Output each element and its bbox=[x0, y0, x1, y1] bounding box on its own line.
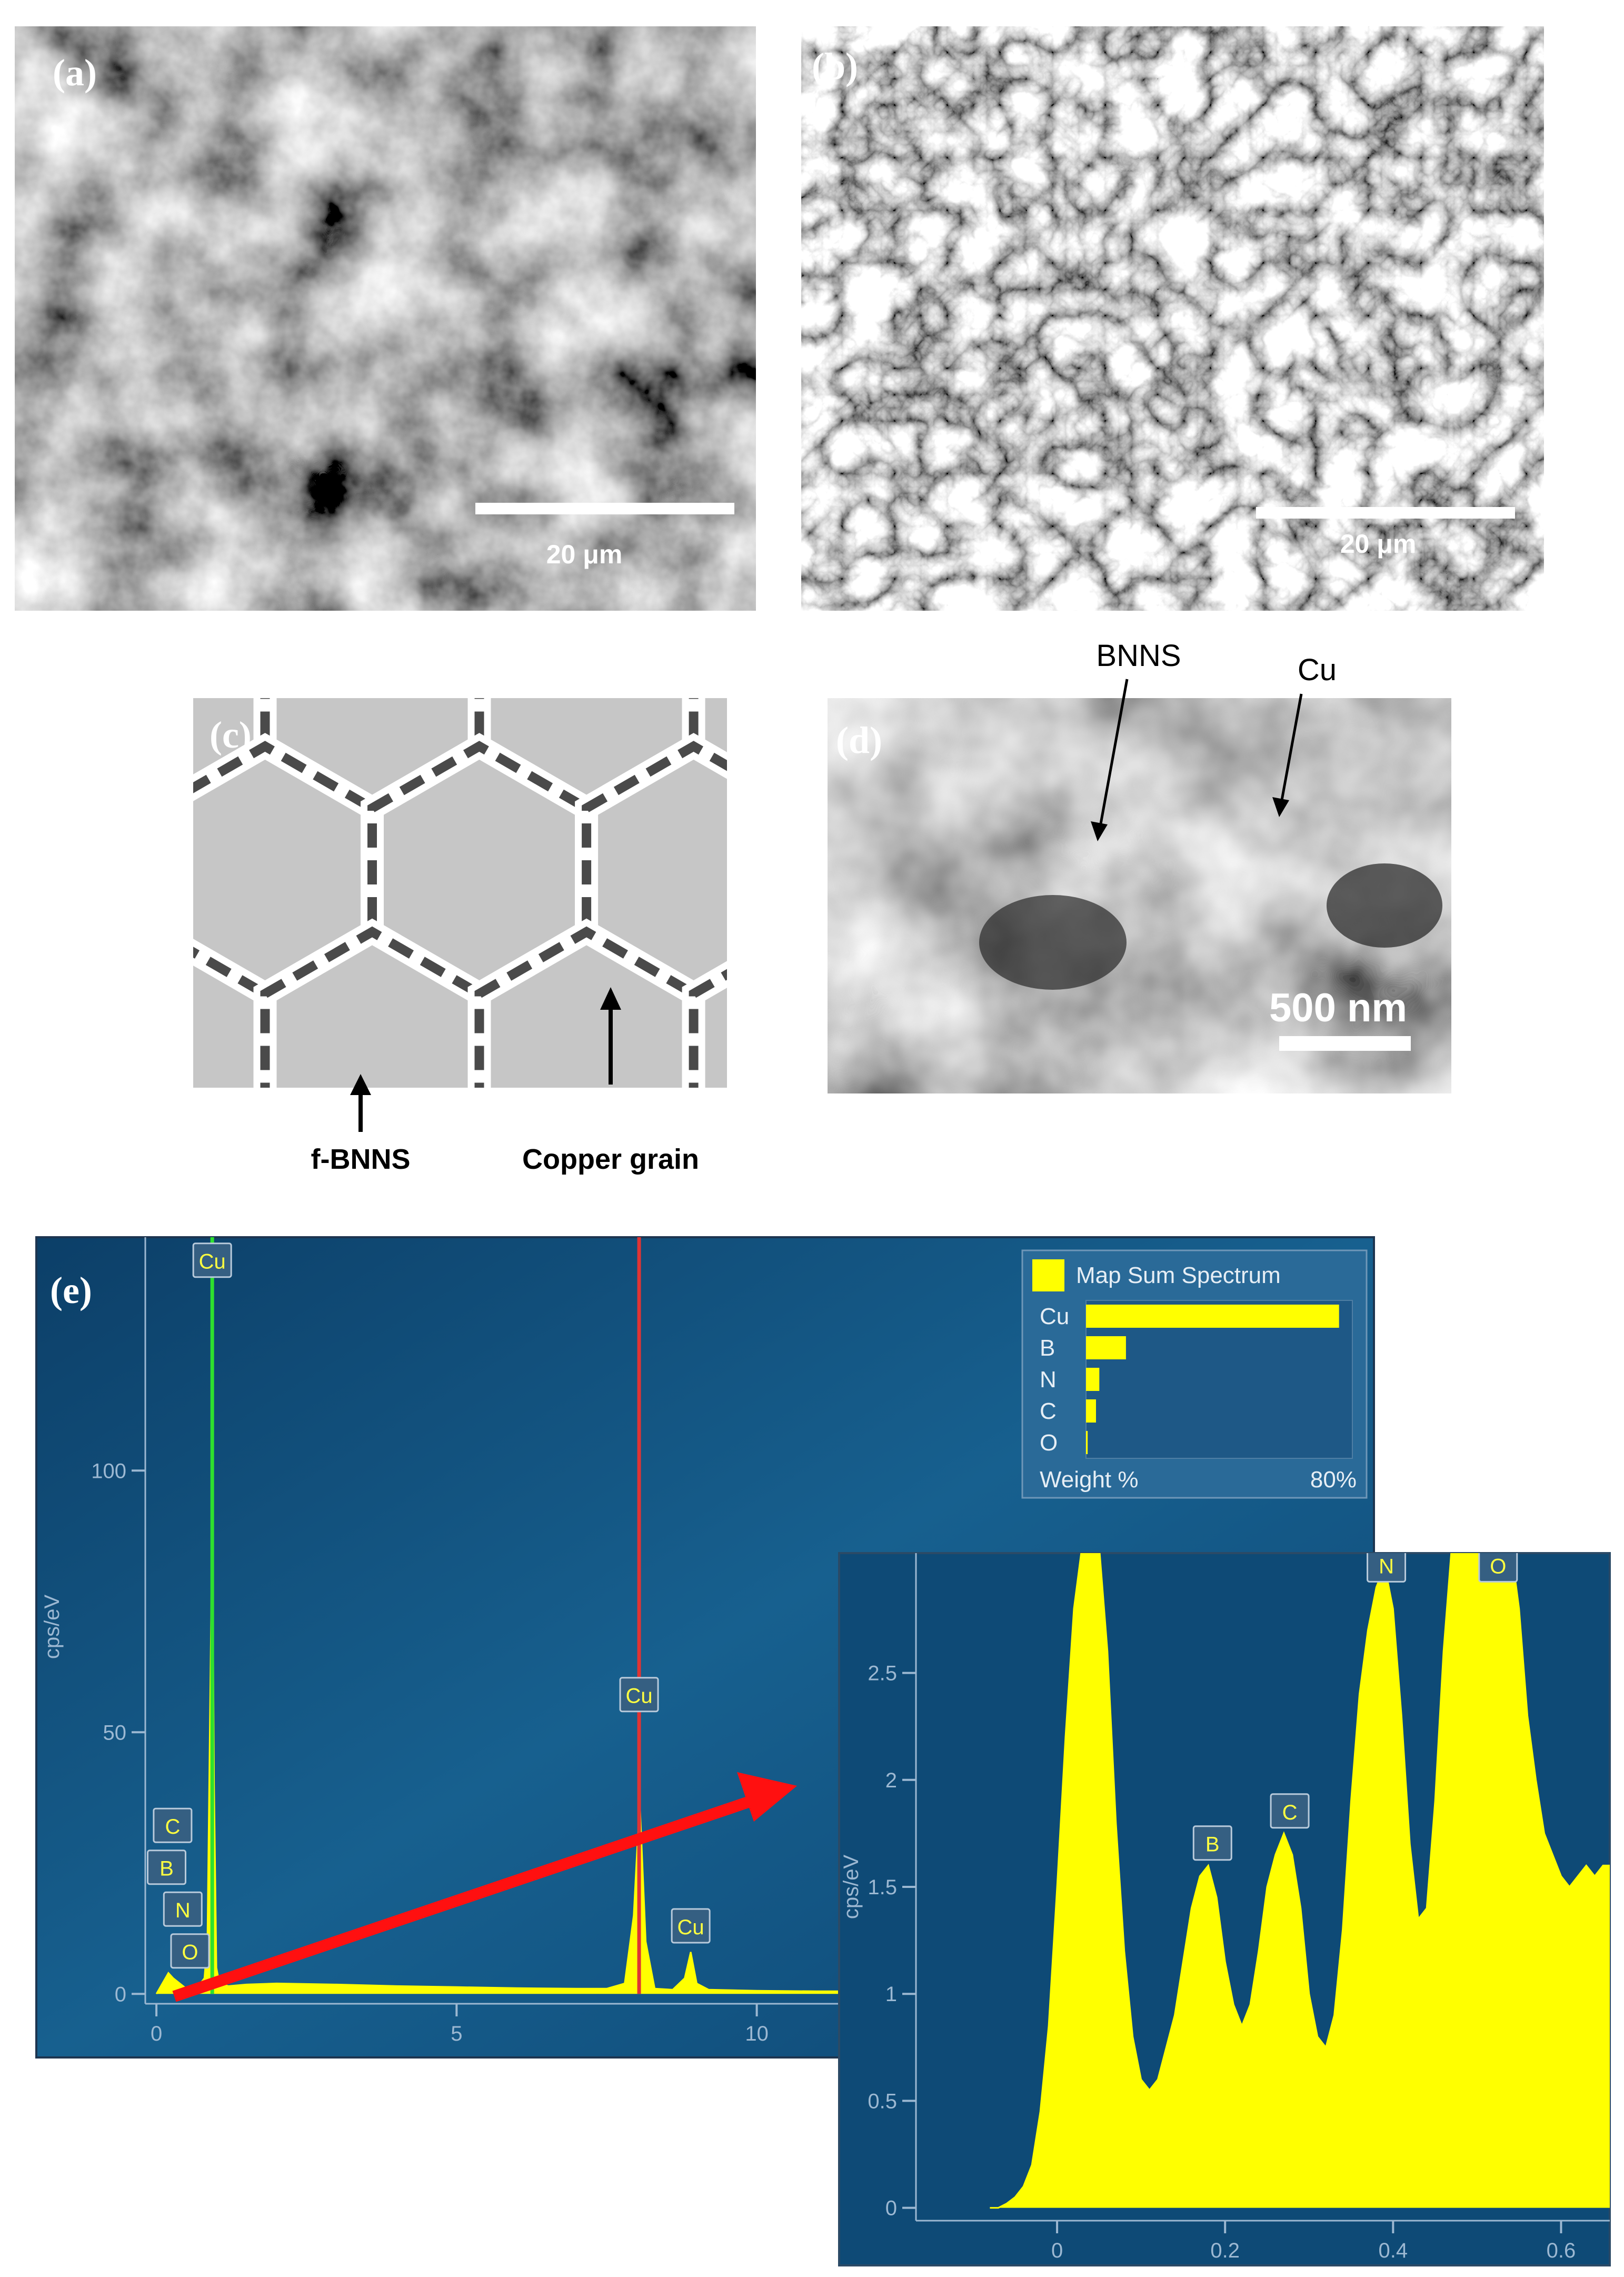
x-tick-label: 0.4 bbox=[1379, 2239, 1408, 2262]
y-axis-label: cps/eV bbox=[840, 1855, 863, 1920]
spectrum-fill bbox=[990, 1553, 1610, 2208]
peak-label-box bbox=[192, 1242, 232, 1278]
scale-bar bbox=[475, 503, 734, 514]
x-tick-label: 0.6 bbox=[1547, 2239, 1576, 2262]
y-tick-label: 0 bbox=[115, 1983, 126, 2006]
legend-swatch bbox=[1032, 1259, 1064, 1291]
peak-label-box bbox=[163, 1891, 203, 1927]
peak-label-box bbox=[1478, 1553, 1518, 1583]
x-axis-label: Weight % bbox=[1040, 1467, 1139, 1493]
sem-image bbox=[15, 26, 756, 611]
scale-label: 500 nm bbox=[1269, 986, 1407, 1030]
panel-label: (d) bbox=[836, 719, 882, 761]
x-tick-label: 0.2 bbox=[1210, 2239, 1240, 2262]
peak-label: N bbox=[1379, 1555, 1394, 1578]
arrow bbox=[1099, 679, 1129, 827]
grain-boundary bbox=[0, 932, 51, 1179]
x-tick-label: 80% bbox=[1310, 1467, 1357, 1493]
scale-bar bbox=[1279, 1036, 1411, 1051]
pore bbox=[979, 895, 1127, 990]
panel-label: (a) bbox=[53, 52, 97, 94]
category-label: Cu bbox=[1040, 1304, 1069, 1329]
category-label: N bbox=[1040, 1367, 1057, 1393]
bnns-flakes bbox=[689, 969, 727, 1088]
arrow-head bbox=[1091, 821, 1108, 841]
grain-boundary bbox=[253, 918, 491, 1088]
bnns-flakes bbox=[474, 926, 699, 1088]
category-label: B bbox=[1040, 1335, 1055, 1361]
y-tick-label: 2 bbox=[885, 1769, 897, 1792]
x-tick-label: 0 bbox=[151, 2022, 162, 2045]
grain-boundary bbox=[193, 939, 277, 1088]
y-axis-label: cps/eV bbox=[41, 1595, 64, 1659]
peak-label-box bbox=[619, 1677, 659, 1713]
y-tick-label: 0 bbox=[885, 2197, 897, 2220]
peak-label: O bbox=[1490, 1555, 1506, 1578]
bar bbox=[1086, 1336, 1126, 1359]
sem-image bbox=[801, 26, 1544, 611]
x-tick-label: 10 bbox=[745, 2022, 769, 2045]
peak-label: Cu bbox=[199, 1250, 226, 1274]
zoom-arrow bbox=[172, 1795, 755, 2002]
arrow bbox=[1280, 693, 1303, 803]
y-tick-label: 0.5 bbox=[868, 2090, 897, 2113]
grain-network bbox=[0, 698, 727, 1179]
scale-label: 20 μm bbox=[1340, 529, 1417, 559]
peak-label-box bbox=[1367, 1553, 1407, 1583]
bar bbox=[1086, 1399, 1096, 1423]
panel-label: (b) bbox=[812, 45, 858, 87]
panel-label: (e) bbox=[50, 1269, 92, 1311]
inset-plot: 0 0.5 1 1.5 2 2.5 0 0.2 0.4 0.6 cps/eV B C N O bbox=[840, 1553, 1610, 2262]
bnns-flakes bbox=[260, 926, 484, 1088]
arrow-head bbox=[350, 1074, 371, 1095]
peak-label-box bbox=[1270, 1793, 1310, 1829]
peak-label: C bbox=[1282, 1801, 1298, 1824]
peak-label: B bbox=[160, 1857, 174, 1881]
bar bbox=[1086, 1305, 1339, 1328]
y-tick-label: 1 bbox=[885, 1983, 897, 2006]
grain-boundary bbox=[467, 918, 705, 1088]
peak-label-box bbox=[153, 1807, 193, 1843]
y-tick-label: 100 bbox=[91, 1459, 126, 1483]
y-tick-label: 1.5 bbox=[868, 1876, 897, 1899]
annotation: Cu bbox=[1298, 653, 1337, 687]
peak-label: B bbox=[1205, 1833, 1220, 1856]
peak-label-box bbox=[1192, 1825, 1232, 1861]
category-label: O bbox=[1040, 1430, 1058, 1456]
legend-title: Map Sum Spectrum bbox=[1076, 1262, 1281, 1288]
peak-label: C bbox=[165, 1815, 180, 1838]
x-tick-label: 0 bbox=[1051, 2239, 1063, 2262]
annotation: f-BNNS bbox=[311, 1144, 411, 1175]
peak-label: Cu bbox=[625, 1685, 652, 1708]
arrow-head bbox=[600, 987, 621, 1010]
zoom-arrow-head bbox=[737, 1772, 797, 1822]
y-tick-label: 2.5 bbox=[868, 1662, 897, 1685]
peak-label: N bbox=[175, 1899, 191, 1922]
scale-label: 20 μm bbox=[546, 540, 623, 569]
grain-boundary bbox=[0, 747, 158, 994]
bnns-flakes bbox=[0, 747, 158, 994]
peak-label-box bbox=[170, 1933, 210, 1969]
plot-area: B C N O bbox=[990, 1553, 1610, 2209]
annotation: Copper grain bbox=[522, 1144, 699, 1175]
peak-label: Cu bbox=[678, 1916, 704, 1939]
bar bbox=[1086, 1431, 1088, 1454]
peak-label: O bbox=[182, 1941, 198, 1964]
x-tick-label: 5 bbox=[451, 2022, 462, 2045]
bnns-flakes bbox=[0, 932, 51, 1179]
panel-label: (c) bbox=[210, 714, 252, 756]
scale-bar bbox=[1256, 507, 1515, 519]
peak-label-box bbox=[146, 1850, 186, 1885]
peak-label-box bbox=[671, 1908, 711, 1944]
arrow-head bbox=[1272, 797, 1289, 817]
category-label: C bbox=[1040, 1398, 1057, 1424]
annotation: BNNS bbox=[1096, 639, 1181, 673]
pore bbox=[1327, 863, 1442, 948]
bar bbox=[1086, 1368, 1100, 1391]
spectrum-line bbox=[990, 1553, 1610, 2209]
y-tick-label: 50 bbox=[103, 1721, 127, 1744]
